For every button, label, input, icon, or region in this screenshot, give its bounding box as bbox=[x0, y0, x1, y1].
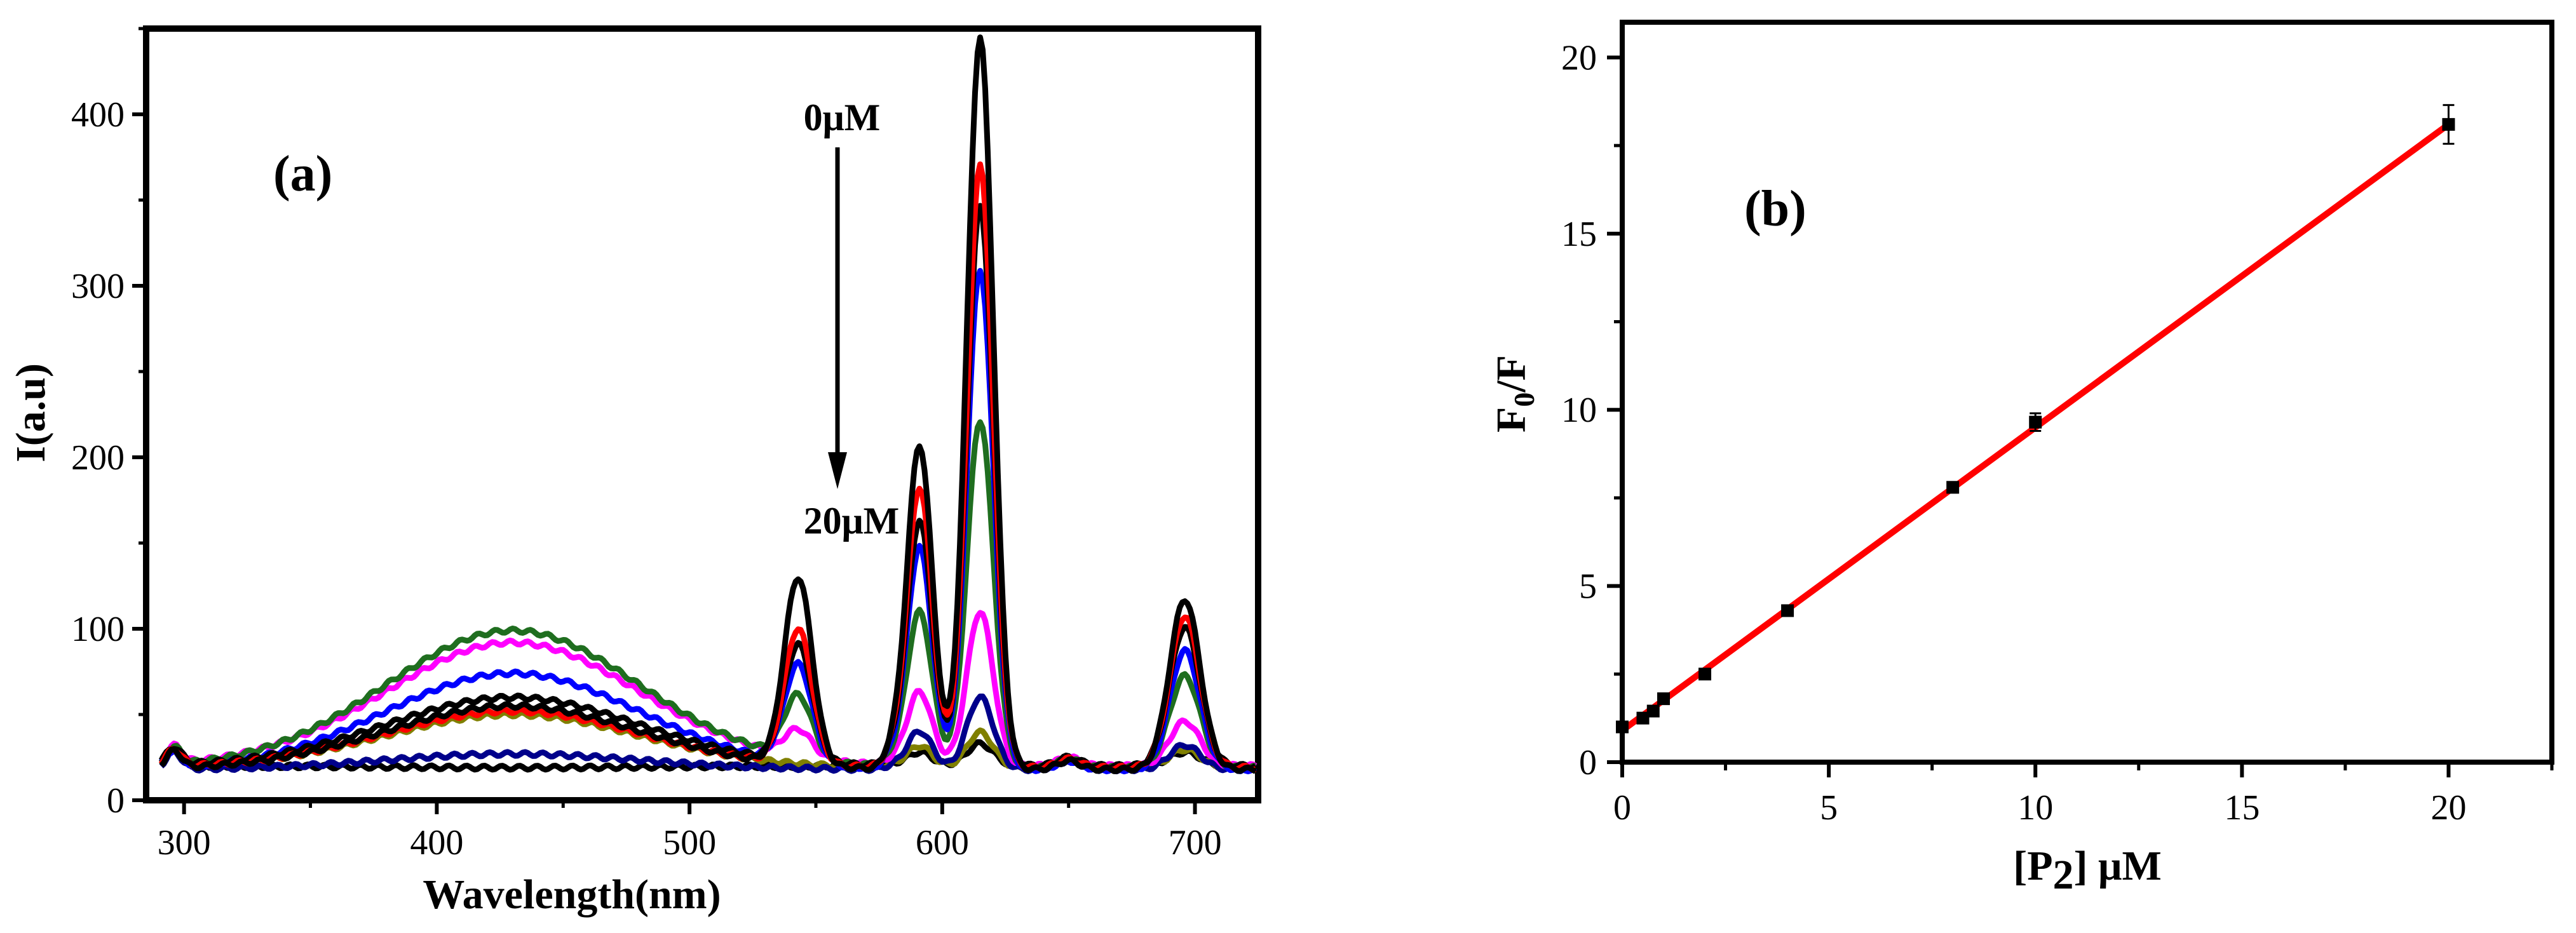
spectrum-s3 bbox=[158, 203, 1257, 771]
spectrum-s2 bbox=[158, 161, 1256, 773]
x-tick-label: 700 bbox=[1169, 823, 1222, 863]
x-tick-label: 300 bbox=[158, 823, 211, 863]
y-tick-label: 400 bbox=[71, 95, 125, 135]
y-tick-label: 0 bbox=[107, 781, 125, 821]
spectra-y-axis-title: I(a.u) bbox=[8, 363, 54, 462]
x-tick-label: 15 bbox=[2224, 788, 2260, 828]
spectra-x-axis-title: Wavelength(nm) bbox=[423, 871, 721, 918]
spectrum-0μM bbox=[159, 34, 1257, 774]
x-tick-label: 20 bbox=[2430, 788, 2466, 828]
y-tick-label: 100 bbox=[71, 610, 125, 649]
data-point bbox=[1646, 704, 1660, 718]
quench-arrow bbox=[828, 147, 847, 489]
stern-volmer-plot bbox=[1616, 104, 2455, 734]
y-tick-label: 200 bbox=[71, 438, 125, 478]
data-point bbox=[2029, 415, 2042, 429]
stern-volmer-panel: 0 5 10 15 20 0 5 10 15 20 (b) F0/F [P2] μM bbox=[1488, 20, 2554, 898]
data-point bbox=[2442, 117, 2455, 131]
x-tick-label: 500 bbox=[663, 823, 716, 863]
x-tick-label: 10 bbox=[2017, 788, 2053, 828]
spectrum-s4 bbox=[159, 267, 1257, 775]
panel-a-label: (a) bbox=[273, 146, 332, 202]
x-tick-label: 400 bbox=[410, 823, 463, 863]
x-tick-label: 0 bbox=[1613, 788, 1631, 828]
stern-volmer-axis-ticks: 0 5 10 15 20 0 5 10 15 20 bbox=[1561, 38, 2554, 828]
spectra-axis-ticks: 300 400 500 600 700 0 100 200 300 400 bbox=[71, 27, 1222, 863]
x-tick-label: 600 bbox=[916, 823, 969, 863]
spectra-frame bbox=[143, 25, 1261, 803]
y-tick-label: 5 bbox=[1579, 567, 1597, 607]
stern-volmer-x-axis-title: [P2] μM bbox=[2013, 843, 2161, 898]
data-point bbox=[1636, 711, 1650, 725]
y-tick-label: 15 bbox=[1561, 215, 1597, 254]
data-point bbox=[1781, 604, 1794, 617]
panel-b-label: (b) bbox=[1744, 181, 1807, 237]
stern-volmer-y-axis-title: F0/F bbox=[1488, 355, 1540, 433]
x-tick-label: 5 bbox=[1820, 788, 1838, 828]
annotation-0uM: 0μM bbox=[804, 97, 881, 138]
data-point bbox=[1657, 692, 1671, 706]
y-tick-label: 0 bbox=[1579, 743, 1597, 782]
y-tick-label: 300 bbox=[71, 267, 125, 306]
data-point bbox=[1946, 481, 1960, 494]
data-point bbox=[1698, 668, 1712, 681]
spectra-panel: 300 400 500 600 700 0 100 200 300 400 Wavelength(… bbox=[8, 25, 1261, 918]
y-tick-label: 20 bbox=[1561, 38, 1597, 77]
stern-volmer-frame bbox=[1620, 20, 2554, 765]
annotation-20uM: 20μM bbox=[804, 500, 900, 542]
spectrum-s5 bbox=[159, 419, 1256, 773]
data-point bbox=[1616, 720, 1629, 734]
spectra-curves bbox=[158, 34, 1257, 775]
y-tick-label: 10 bbox=[1561, 391, 1597, 430]
